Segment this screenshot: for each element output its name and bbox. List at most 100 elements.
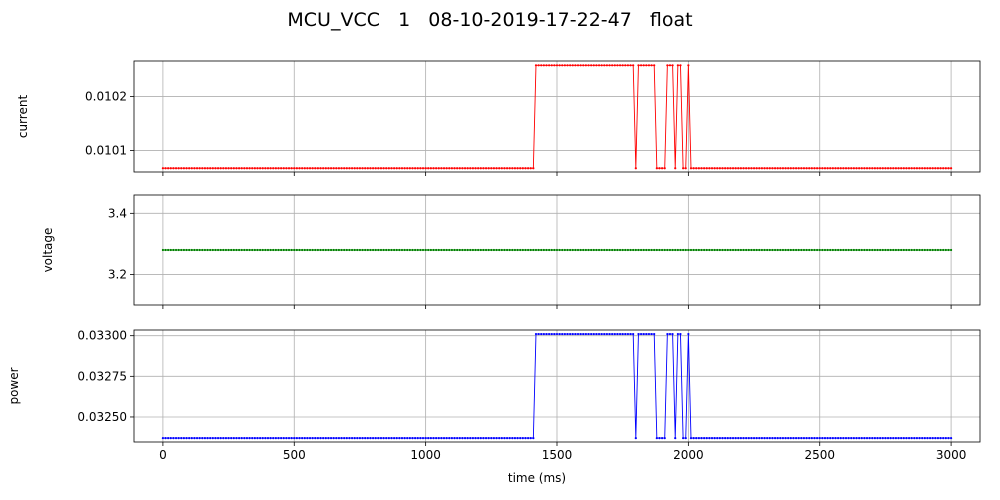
- data-point: [487, 248, 490, 252]
- data-point: [886, 248, 890, 252]
- data-point: [366, 248, 369, 252]
- data-point: [779, 248, 782, 252]
- data-point: [747, 167, 750, 170]
- data-point: [716, 437, 719, 440]
- data-point: [469, 167, 472, 170]
- data-point: [448, 167, 451, 170]
- data-point: [637, 64, 640, 67]
- data-point: [792, 437, 795, 440]
- data-point: [616, 332, 619, 336]
- data-point: [282, 167, 285, 170]
- data-point: [511, 167, 514, 170]
- data-point: [364, 437, 367, 440]
- data-point: [261, 167, 264, 170]
- data-point: [900, 437, 903, 440]
- data-point: [710, 248, 714, 252]
- data-point: [516, 248, 519, 252]
- data-point: [913, 248, 916, 252]
- data-point: [569, 332, 572, 336]
- data-point: [290, 437, 293, 440]
- data-point: [626, 332, 630, 336]
- data-point: [385, 248, 388, 252]
- data-point: [718, 167, 721, 170]
- data-point: [797, 248, 800, 252]
- data-point: [419, 437, 422, 440]
- data-point: [203, 248, 207, 252]
- data-point: [884, 437, 887, 440]
- data-point: [590, 248, 593, 252]
- data-point: [934, 437, 937, 440]
- data-point: [461, 437, 464, 440]
- data-point: [763, 437, 766, 440]
- y-tick-label: 3.2: [108, 267, 127, 281]
- data-point: [639, 332, 643, 336]
- data-point: [209, 167, 212, 170]
- data-point: [813, 167, 816, 170]
- data-point: [810, 167, 813, 170]
- data-point: [495, 437, 498, 440]
- data-point: [613, 332, 616, 336]
- data-point: [182, 248, 186, 252]
- data-point: [503, 248, 506, 252]
- data-point: [419, 248, 422, 252]
- data-point: [421, 437, 425, 440]
- data-point: [224, 167, 228, 170]
- data-point: [700, 167, 703, 170]
- data-point: [461, 167, 464, 170]
- data-point: [889, 437, 892, 440]
- data-point: [469, 248, 472, 252]
- data-point: [928, 167, 932, 170]
- data-point: [237, 248, 241, 252]
- data-point: [794, 167, 798, 170]
- data-point: [760, 437, 764, 440]
- data-point: [503, 437, 506, 440]
- data-point: [666, 64, 669, 67]
- data-point: [398, 437, 401, 440]
- y-tick-label: 0.0102: [85, 90, 127, 104]
- data-point: [718, 248, 721, 252]
- data-point: [642, 332, 645, 336]
- data-point: [453, 437, 456, 440]
- data-point: [432, 167, 435, 170]
- data-point: [416, 248, 419, 252]
- y-tick-label: 0.03250: [77, 410, 127, 424]
- data-point: [724, 437, 727, 440]
- data-point: [755, 248, 758, 252]
- data-point: [437, 248, 440, 252]
- data-point: [450, 437, 454, 440]
- data-point: [660, 248, 664, 252]
- data-point: [942, 248, 945, 252]
- data-point: [445, 248, 448, 252]
- data-point: [463, 437, 467, 440]
- data-point: [484, 248, 488, 252]
- data-point: [716, 248, 719, 252]
- data-point: [371, 248, 375, 252]
- data-point: [167, 248, 170, 252]
- data-point: [345, 437, 348, 440]
- data-point: [542, 64, 545, 67]
- data-point: [529, 437, 532, 440]
- data-point: [458, 437, 461, 440]
- data-point: [805, 437, 808, 440]
- data-point: [230, 167, 233, 170]
- data-point: [440, 437, 443, 440]
- data-point: [445, 167, 448, 170]
- data-point: [374, 437, 377, 440]
- data-point: [516, 167, 519, 170]
- data-point: [343, 167, 346, 170]
- data-point: [889, 167, 892, 170]
- data-point: [766, 248, 769, 252]
- data-point: [879, 167, 882, 170]
- data-point: [813, 437, 816, 440]
- data-point: [227, 437, 230, 440]
- data-point: [437, 437, 440, 440]
- data-point: [508, 167, 511, 170]
- data-point: [332, 167, 335, 170]
- data-point: [781, 437, 785, 440]
- data-point: [808, 248, 811, 252]
- data-point: [687, 64, 690, 67]
- data-point: [905, 437, 908, 440]
- data-point: [776, 248, 779, 252]
- data-point: [889, 248, 892, 252]
- data-point: [802, 167, 806, 170]
